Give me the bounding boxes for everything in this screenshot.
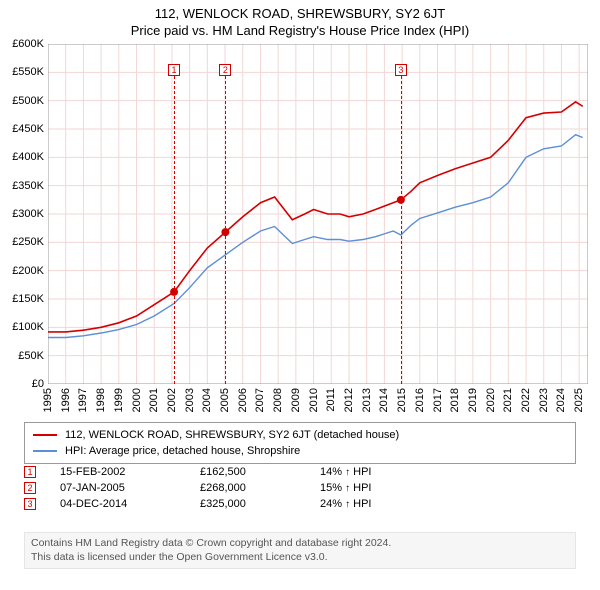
x-tick-label: 2021 [502, 388, 514, 420]
x-tick-label: 2008 [272, 388, 284, 420]
x-tick-label: 2010 [308, 388, 320, 420]
event-pct: 15% ↑ HPI [320, 482, 400, 494]
line-chart [48, 44, 588, 384]
x-tick-label: 2007 [254, 388, 266, 420]
sale-marker-box-2: 2 [219, 64, 231, 76]
x-tick-label: 2022 [520, 388, 532, 420]
y-tick-label: £450K [0, 123, 44, 135]
footer-line-2: This data is licensed under the Open Gov… [31, 551, 569, 565]
x-tick-label: 1997 [77, 388, 89, 420]
y-tick-label: £150K [0, 293, 44, 305]
x-tick-label: 2015 [396, 388, 408, 420]
legend-swatch-hpi [33, 450, 57, 452]
y-tick-label: £200K [0, 265, 44, 277]
sale-event-row: 3 04-DEC-2014£325,00024% ↑ HPI [24, 498, 576, 510]
legend-swatch-property [33, 434, 57, 436]
event-pct: 14% ↑ HPI [320, 466, 400, 478]
y-tick-label: £350K [0, 180, 44, 192]
event-price: £162,500 [200, 466, 320, 478]
x-tick-label: 2025 [573, 388, 585, 420]
sale-marker-line-1 [174, 76, 175, 384]
x-tick-label: 2018 [449, 388, 461, 420]
event-price: £268,000 [200, 482, 320, 494]
event-marker-1: 1 [24, 466, 36, 478]
x-tick-label: 2003 [184, 388, 196, 420]
y-tick-label: £250K [0, 236, 44, 248]
legend-item-property: 112, WENLOCK ROAD, SHREWSBURY, SY2 6JT (… [33, 427, 567, 443]
sale-event-row: 1 15-FEB-2002£162,50014% ↑ HPI [24, 466, 576, 478]
y-tick-label: £300K [0, 208, 44, 220]
x-tick-label: 2020 [485, 388, 497, 420]
event-date: 15-FEB-2002 [60, 466, 200, 478]
x-tick-label: 1995 [42, 388, 54, 420]
legend-label-property: 112, WENLOCK ROAD, SHREWSBURY, SY2 6JT (… [65, 429, 399, 441]
chart-area: £0£50K£100K£150K£200K£250K£300K£350K£400… [48, 44, 588, 384]
x-tick-label: 2011 [325, 388, 337, 420]
x-tick-label: 2006 [237, 388, 249, 420]
sales-events: 1 15-FEB-2002£162,50014% ↑ HPI 2 07-JAN-200… [24, 466, 576, 514]
event-marker-2: 2 [24, 482, 36, 494]
y-tick-label: £400K [0, 151, 44, 163]
x-tick-label: 2005 [219, 388, 231, 420]
x-tick-label: 2004 [201, 388, 213, 420]
event-date: 04-DEC-2014 [60, 498, 200, 510]
footer-line-1: Contains HM Land Registry data © Crown c… [31, 537, 569, 551]
x-tick-label: 2002 [166, 388, 178, 420]
x-tick-label: 2000 [131, 388, 143, 420]
x-tick-label: 2017 [432, 388, 444, 420]
sale-marker-box-3: 3 [395, 64, 407, 76]
y-tick-label: £50K [0, 350, 44, 362]
event-marker-3: 3 [24, 498, 36, 510]
event-date: 07-JAN-2005 [60, 482, 200, 494]
x-tick-label: 2023 [538, 388, 550, 420]
x-tick-label: 1998 [95, 388, 107, 420]
legend-item-hpi: HPI: Average price, detached house, Shro… [33, 443, 567, 459]
y-tick-label: £550K [0, 66, 44, 78]
x-tick-label: 2016 [414, 388, 426, 420]
y-tick-label: £100K [0, 321, 44, 333]
chart-subtitle: Price paid vs. HM Land Registry's House … [0, 21, 600, 38]
x-tick-label: 2009 [290, 388, 302, 420]
legend-label-hpi: HPI: Average price, detached house, Shro… [65, 445, 300, 457]
x-tick-label: 2001 [148, 388, 160, 420]
chart-title-address: 112, WENLOCK ROAD, SHREWSBURY, SY2 6JT [0, 0, 600, 21]
event-price: £325,000 [200, 498, 320, 510]
x-tick-label: 2012 [343, 388, 355, 420]
sale-marker-box-1: 1 [168, 64, 180, 76]
legend: 112, WENLOCK ROAD, SHREWSBURY, SY2 6JT (… [24, 422, 576, 464]
y-tick-label: £500K [0, 95, 44, 107]
x-tick-label: 1996 [60, 388, 72, 420]
attribution-footer: Contains HM Land Registry data © Crown c… [24, 532, 576, 569]
x-tick-label: 2024 [555, 388, 567, 420]
x-tick-label: 1999 [113, 388, 125, 420]
x-tick-label: 2019 [467, 388, 479, 420]
sale-marker-line-3 [401, 76, 402, 384]
event-pct: 24% ↑ HPI [320, 498, 400, 510]
y-tick-label: £0 [0, 378, 44, 390]
series-hpi [48, 135, 583, 338]
x-tick-label: 2014 [378, 388, 390, 420]
series-property [48, 102, 583, 332]
x-tick-label: 2013 [361, 388, 373, 420]
y-tick-label: £600K [0, 38, 44, 50]
sale-event-row: 2 07-JAN-2005£268,00015% ↑ HPI [24, 482, 576, 494]
sale-marker-line-2 [225, 76, 226, 384]
